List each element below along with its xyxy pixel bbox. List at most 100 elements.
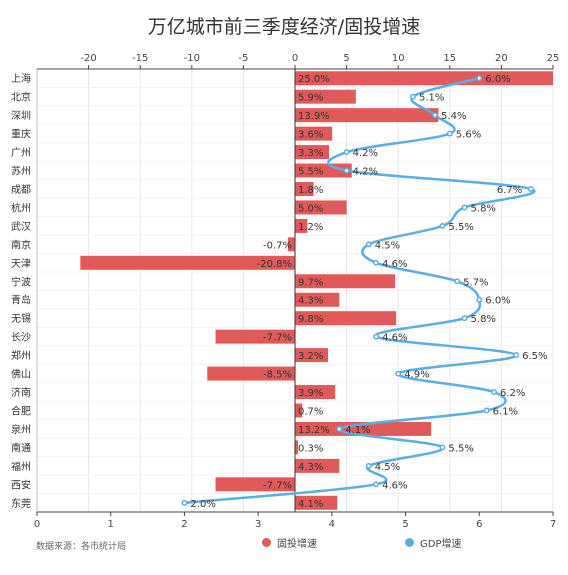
gdp-point	[343, 149, 350, 156]
category-label: 深圳	[11, 110, 31, 122]
bottom-axis-tick-label: 3	[255, 519, 261, 530]
category-label: 济南	[11, 386, 31, 399]
gdp-point	[461, 315, 468, 322]
fai-bar	[295, 348, 329, 363]
legend: 固投增速 GDP增速	[0, 533, 568, 551]
fai-data-label: -7.7%	[263, 480, 292, 491]
category-label: 东莞	[11, 497, 31, 510]
category-label: 天津	[11, 258, 31, 270]
gdp-data-label: 4.5%	[375, 240, 400, 251]
gdp-point	[439, 444, 446, 451]
gdp-data-label: 6.2%	[500, 388, 525, 399]
category-label: 合肥	[11, 404, 31, 417]
category-label: 上海	[11, 72, 31, 85]
fai-data-label: 9.8%	[298, 314, 323, 325]
fai-data-label: 3.9%	[298, 388, 323, 399]
category-label: 杭州	[11, 201, 31, 214]
top-axis-tick-label: 15	[443, 53, 456, 64]
top-axis-tick-label: 10	[392, 53, 405, 64]
fai-data-label: 5.0%	[298, 203, 323, 214]
category-label: 郑州	[11, 349, 31, 362]
top-axis-tick-label: -15	[132, 53, 148, 64]
fai-data-label: 4.3%	[298, 296, 323, 307]
gdp-point	[527, 186, 534, 192]
gdp-data-label: 6.0%	[485, 296, 510, 307]
gdp-point	[181, 499, 188, 506]
gdp-point	[365, 241, 372, 248]
legend-marker-gdp	[405, 537, 414, 547]
category-label: 长沙	[11, 332, 31, 344]
top-axis-tick-label: 0	[292, 53, 298, 64]
gdp-data-label: 4.5%	[375, 462, 400, 473]
bottom-axis-tick-label: 5	[402, 519, 408, 530]
gdp-line	[184, 77, 536, 505]
fai-bar	[295, 126, 333, 141]
fai-data-label: -0.7%	[263, 240, 292, 251]
gdp-data-label: 5.6%	[456, 130, 481, 141]
gdp-data-label: 4.6%	[382, 333, 407, 344]
fai-bar	[295, 218, 308, 233]
gdp-point	[446, 130, 453, 137]
gdp-point	[373, 333, 380, 340]
gdp-data-label: 6.7%	[497, 185, 522, 196]
gdp-point	[343, 167, 350, 174]
legend-label-gdp: GDP增速	[420, 538, 462, 550]
fai-bar	[295, 274, 396, 289]
gdp-data-label: 4.2%	[353, 148, 378, 159]
top-axis-tick-label: -10	[184, 53, 200, 64]
fai-bar	[295, 458, 340, 473]
category-label: 宁波	[11, 275, 31, 288]
data-source-note: 数据来源：各市统计局	[36, 542, 127, 552]
fai-data-label: 3.3%	[298, 148, 323, 159]
fai-data-label: 4.1%	[298, 499, 323, 510]
bottom-axis-tick-label: 0	[34, 519, 40, 530]
gdp-point	[395, 370, 402, 377]
fai-bar	[295, 440, 299, 455]
gdp-data-label: 6.5%	[522, 351, 547, 362]
bottom-axis-tick-label: 6	[476, 519, 482, 530]
category-label: 武汉	[11, 220, 31, 233]
fai-bar	[295, 403, 303, 418]
gdp-point	[365, 462, 372, 469]
fai-data-label: 3.6%	[298, 130, 323, 141]
category-label: 青岛	[11, 294, 31, 307]
category-label: 无锡	[11, 312, 31, 325]
fai-data-label: -8.5%	[263, 370, 292, 381]
gdp-data-label: 5.8%	[471, 203, 496, 214]
fai-bar	[215, 477, 295, 492]
fai-bar	[295, 421, 432, 436]
fai-data-label: 13.9%	[298, 111, 330, 122]
gdp-data-label: 5.8%	[471, 314, 496, 325]
top-axis-tick-label: -5	[238, 53, 248, 64]
gdp-point	[476, 296, 483, 303]
top-axis-tick-label: 20	[495, 53, 508, 64]
fai-bar	[80, 255, 296, 270]
fai-bar	[295, 311, 397, 326]
top-axis-tick-label: 25	[547, 53, 560, 64]
bottom-axis-tick-label: 7	[550, 519, 556, 530]
gdp-data-label: 5.5%	[448, 443, 473, 454]
gdp-point	[476, 75, 483, 82]
fai-bar	[295, 71, 553, 86]
fai-bar	[287, 237, 295, 252]
fai-bar	[295, 163, 352, 178]
legend-item-gdp[interactable]: GDP增速	[405, 533, 461, 551]
legend-item-fai[interactable]: 固投增速	[262, 533, 317, 551]
fai-bar	[295, 181, 314, 196]
bottom-axis-tick-label: 2	[181, 519, 187, 530]
category-label: 福州	[11, 460, 31, 473]
gdp-point	[432, 112, 439, 119]
top-axis-tick-label: -20	[80, 53, 96, 64]
category-label: 北京	[11, 91, 31, 104]
fai-data-label: 25.0%	[298, 74, 330, 85]
gdp-point	[439, 222, 446, 229]
fai-bar	[295, 89, 356, 104]
gdp-data-label: 5.7%	[463, 277, 488, 288]
gdp-data-label: 6.1%	[493, 406, 518, 417]
gdp-point	[491, 389, 497, 395]
gdp-data-label: 4.2%	[353, 167, 378, 178]
category-label: 苏州	[11, 165, 31, 178]
gdp-data-label: 4.6%	[382, 480, 407, 491]
gdp-data-label: 6.0%	[485, 74, 510, 85]
